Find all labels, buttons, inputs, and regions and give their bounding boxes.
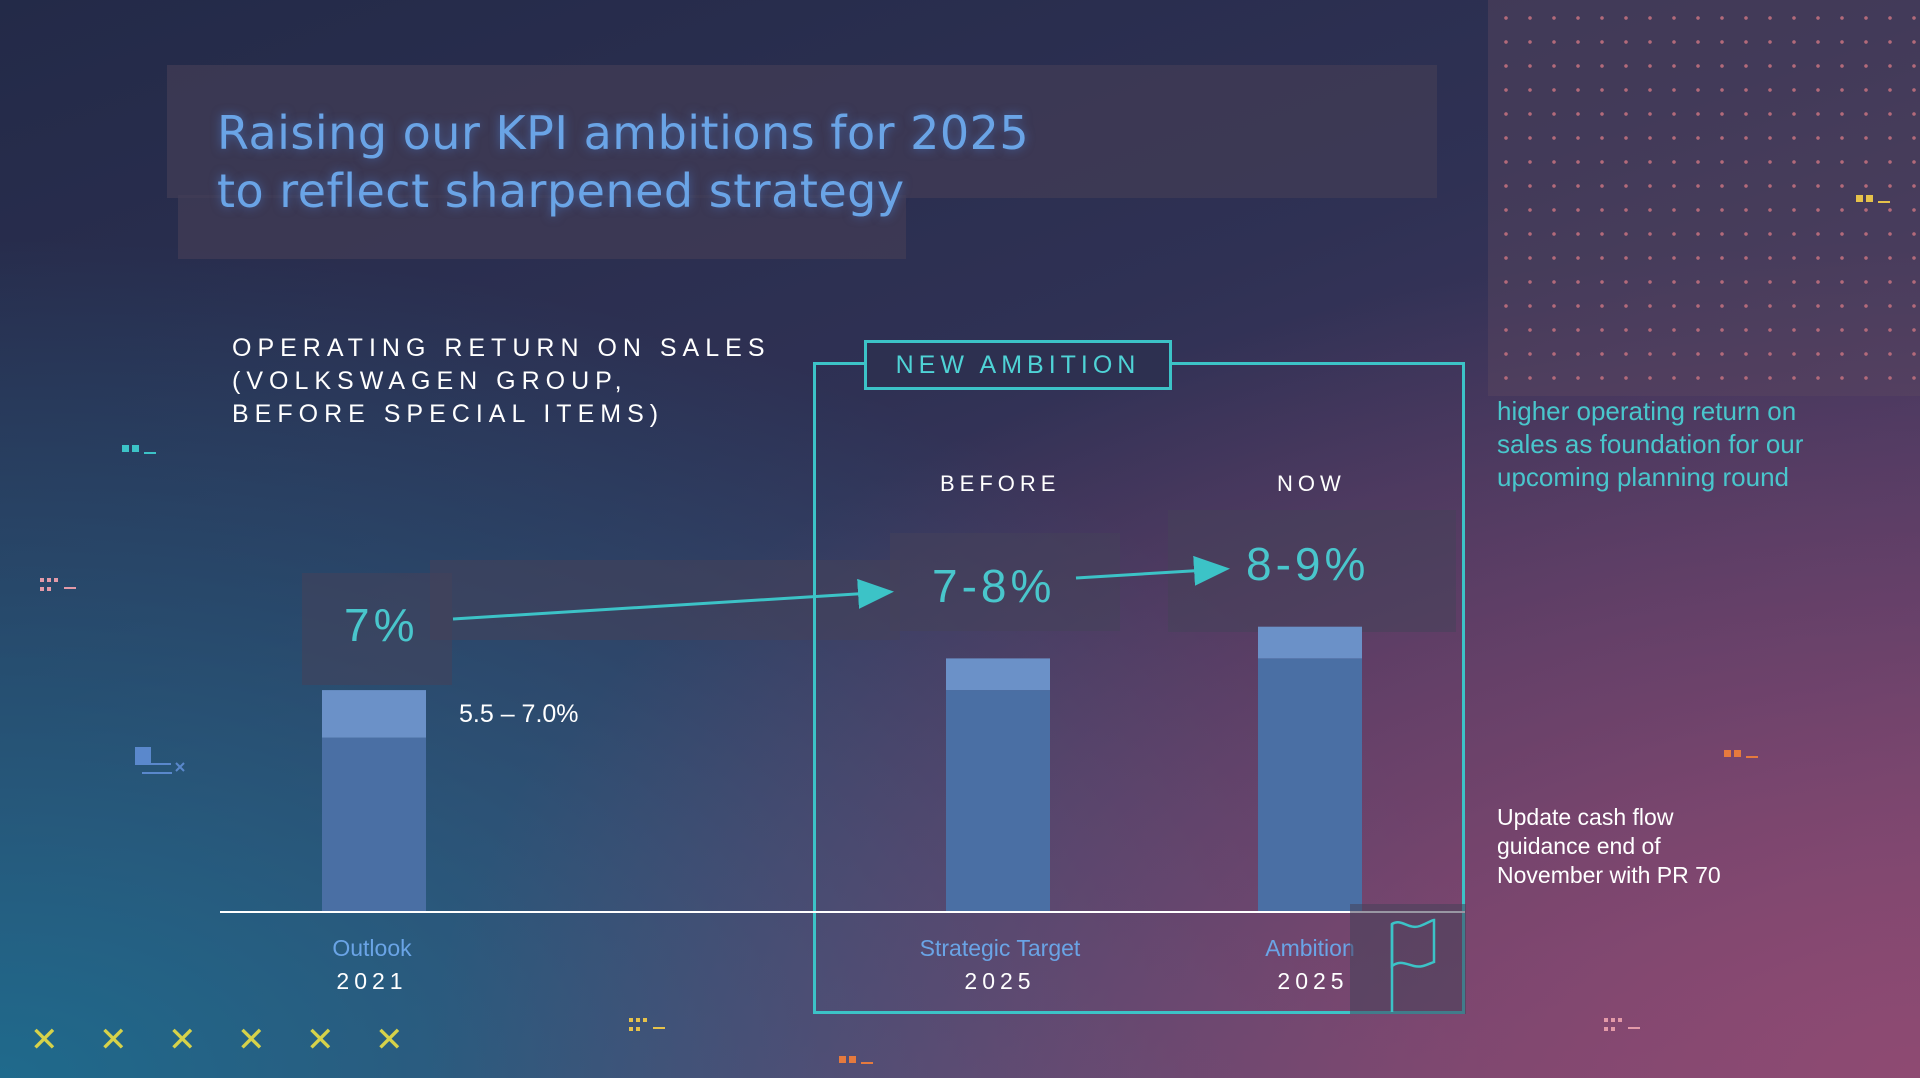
range-annotation: 5.5 – 7.0% [459, 700, 579, 728]
value-backdrop-1 [302, 573, 452, 685]
bar-strategic-target [946, 690, 1050, 912]
year-label-ambition: 2025 [1277, 968, 1349, 994]
category-label-outlook: Outlook [332, 935, 412, 961]
glyph-decoration-orange [1724, 750, 1758, 758]
new-ambition-label: NEW AMBITION [864, 340, 1172, 390]
value-label-outlook: 7% [344, 599, 419, 651]
glyph-decoration-bottom-pink [1604, 1018, 1640, 1031]
glyph-decoration-pink [40, 578, 76, 591]
value-label-ambition: 8-9% [1246, 538, 1370, 590]
arrow-outlook-to-target [452, 578, 894, 621]
glyph-decoration-bottom-yellow [629, 1018, 665, 1031]
title-line-2: to reflect sharpened strategy [217, 164, 905, 218]
x-mark-icon: ✕ [306, 1020, 335, 1060]
page-title: Raising our KPI ambitions for 2025 to re… [217, 104, 1029, 220]
value-backdrop-2 [890, 533, 1120, 631]
title-band [167, 65, 1437, 198]
year-label-strategic-target: 2025 [964, 968, 1036, 994]
arrow-target-to-ambition [1075, 555, 1230, 586]
glyph-decoration-teal [122, 445, 156, 454]
bar-range-strategic-target [946, 658, 1050, 691]
bar-ambition [1258, 658, 1362, 912]
year-label-outlook: 2021 [336, 968, 408, 994]
flag-icon [1350, 904, 1466, 1014]
title-band-lower [178, 195, 906, 259]
category-label-ambition: Ambition [1265, 935, 1355, 961]
value-backdrop-arrow [430, 560, 900, 640]
x-mark-icon: ✕ [237, 1020, 266, 1060]
x-mark-icon: ✕ [168, 1020, 197, 1060]
title-line-1: Raising our KPI ambitions for 2025 [217, 106, 1030, 160]
bar-range-ambition [1258, 626, 1362, 659]
x-mark-icon: ✕ [375, 1020, 404, 1060]
bar-range-outlook [322, 690, 426, 738]
bar-outlook [322, 737, 426, 912]
x-mark-icon: ✕ [30, 1020, 59, 1060]
value-label-strategic-target: 7-8% [932, 560, 1056, 612]
x-mark-icon: ✕ [99, 1020, 128, 1060]
cash-flow-note: Update cash flow guidance end of Novembe… [1497, 804, 1721, 888]
side-commentary: higher operating return on sales as foun… [1497, 396, 1804, 492]
glyph-decoration-yellow [1856, 195, 1890, 203]
chart-title-line-3: BEFORE SPECIAL ITEMS) [232, 400, 665, 428]
column-header-now: NOW [1277, 471, 1346, 496]
window-decoration-icon [135, 747, 185, 774]
dot-grid-decoration [1488, 0, 1920, 396]
chart-title-line-1: OPERATING RETURN ON SALES [232, 334, 771, 362]
category-label-strategic-target: Strategic Target [919, 935, 1081, 961]
chart-title-line-2: (VOLKSWAGEN GROUP, [232, 367, 628, 395]
glyph-decoration-bottom-orange [839, 1056, 873, 1064]
column-header-before: BEFORE [940, 471, 1061, 496]
chart-title: OPERATING RETURN ON SALES (VOLKSWAGEN GR… [232, 332, 771, 431]
